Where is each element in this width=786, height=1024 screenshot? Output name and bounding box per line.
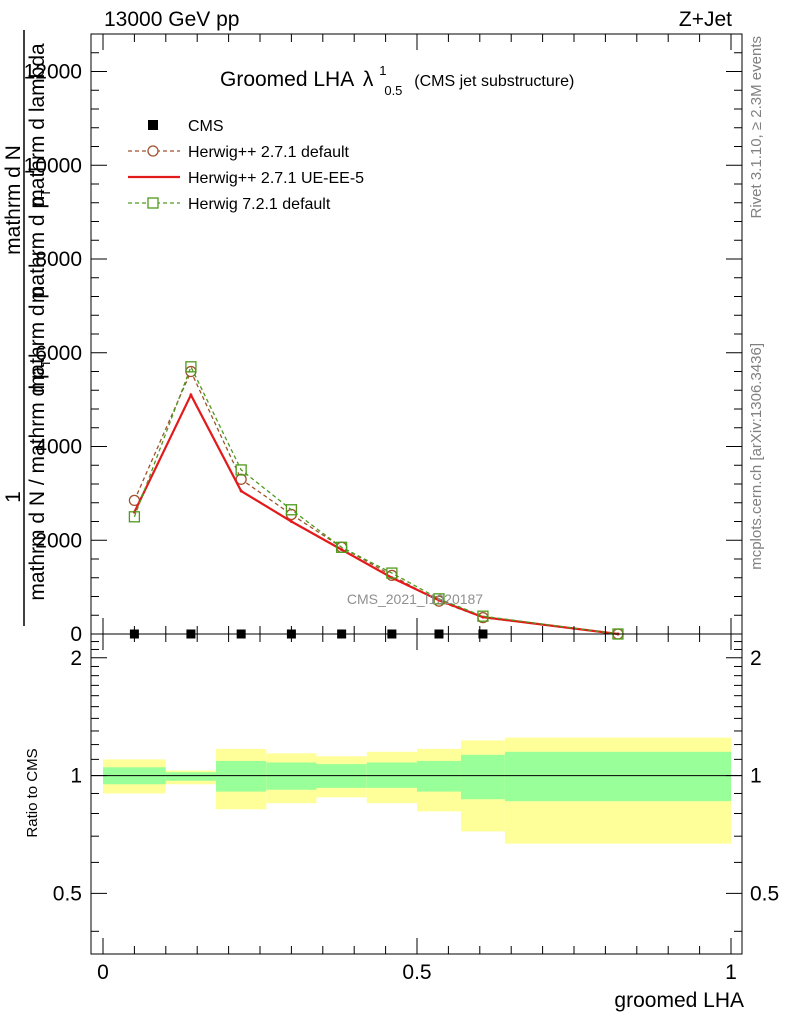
y-tick-label: 0 — [70, 623, 82, 646]
series-point-3 — [185, 361, 197, 373]
ratio-y-axis-label: Ratio to CMS — [24, 748, 41, 837]
ratio-plot-axes: 0.5 0.5 1 1 2 2 0 0.5 1 — [53, 634, 779, 984]
x-axis-label: groomed LHA — [614, 989, 744, 1012]
title-sub: 0.5 — [384, 83, 402, 98]
x-tick-label: 1 — [725, 961, 737, 984]
process-label: Z+Jet — [679, 8, 732, 31]
main-plot-axes: 0 2000 4000 6000 8000 10000 12000 — [24, 34, 742, 646]
analysis-watermark: CMS_2021_I1920187 — [347, 591, 483, 607]
main-y-axis-label: 1 mathrm d N mathrm d pT mathrm d lambda… — [2, 30, 53, 626]
y-tick-label: 6000 — [35, 342, 82, 365]
ratio-inner-band — [266, 762, 317, 790]
energy-label: 13000 GeV pp — [104, 8, 239, 31]
ylabel-denominator-top: mathrm d pT — [26, 189, 53, 303]
main-plot-data — [128, 361, 624, 640]
y-tick-label: 10000 — [24, 154, 82, 177]
ylabel-denominator-lambda: mathrm d lambda — [26, 43, 49, 207]
y-tick-label: 12000 — [24, 61, 82, 84]
series-point-3 — [386, 567, 398, 579]
legend-marker — [147, 145, 159, 157]
ylabel-denominator-mid: mathrm d p — [26, 287, 49, 393]
legend-marker — [147, 197, 159, 209]
legend-label: Herwig++ 2.7.1 default — [188, 144, 350, 161]
x-tick-label: 0.5 — [402, 961, 431, 984]
ratio-inner-band — [216, 760, 267, 792]
ratio-inner-band — [417, 760, 461, 792]
title-lambda: λ — [363, 68, 374, 91]
legend-label: Herwig 7.2.1 default — [188, 196, 331, 213]
ratio-y-tick-label-right: 1 — [750, 765, 762, 788]
x-tick-label: 0 — [97, 961, 109, 984]
series-point-3 — [433, 593, 445, 605]
mcplots-label: mcplots.cern.ch [arXiv:1306.3436] — [748, 343, 765, 570]
series-point-2 — [289, 520, 293, 523]
ratio-y-tick-label: 1 — [70, 765, 82, 788]
series-point-2 — [189, 393, 193, 397]
ratio-y-tick-label-right: 2 — [750, 647, 762, 670]
series-point-2 — [239, 489, 243, 493]
legend-marker-cms — [148, 120, 158, 130]
legend-label: Herwig++ 2.7.1 UE-EE-5 — [188, 170, 364, 187]
title-main: Groomed LHA — [220, 68, 354, 91]
series-point-3 — [128, 511, 141, 523]
series-point-2 — [340, 548, 344, 552]
series-point-3 — [285, 504, 298, 516]
ratio-y-tick-label: 0.5 — [53, 882, 82, 905]
ratio-inner-band — [504, 751, 731, 802]
ratio-inner-band — [460, 754, 505, 800]
y-tick-label: 2000 — [35, 529, 82, 552]
rivet-label: Rivet 3.1.10, ≥ 2.3M events — [748, 36, 765, 219]
title-suffix: (CMS jet substructure) — [414, 73, 574, 90]
chart-title: Groomed LHA λ 1 0.5 (CMS jet substructur… — [220, 57, 574, 100]
ylabel-denominator-bottom: mathrm d N / mathrm d pT — [26, 359, 53, 600]
title-sup: 1 — [379, 63, 386, 78]
ylabel-one: 1 — [2, 491, 25, 503]
series-point-3 — [477, 610, 489, 622]
y-tick-label: 4000 — [35, 436, 82, 459]
ratio-y-tick-label: 2 — [70, 647, 82, 670]
legend-label: CMS — [188, 118, 224, 135]
ratio-plot-data — [91, 737, 742, 844]
series-line-3 — [133, 365, 619, 635]
ratio-inner-band — [165, 772, 217, 781]
y-tick-label: 8000 — [35, 248, 82, 271]
series-point-3 — [335, 541, 348, 553]
legend: CMS Herwig++ 2.7.1 default Herwig++ 2.7.1 … — [128, 118, 364, 213]
ratio-y-tick-label-right: 0.5 — [750, 882, 779, 905]
series-point-3 — [235, 464, 247, 476]
ylabel-numerator: mathrm d N — [2, 145, 25, 255]
